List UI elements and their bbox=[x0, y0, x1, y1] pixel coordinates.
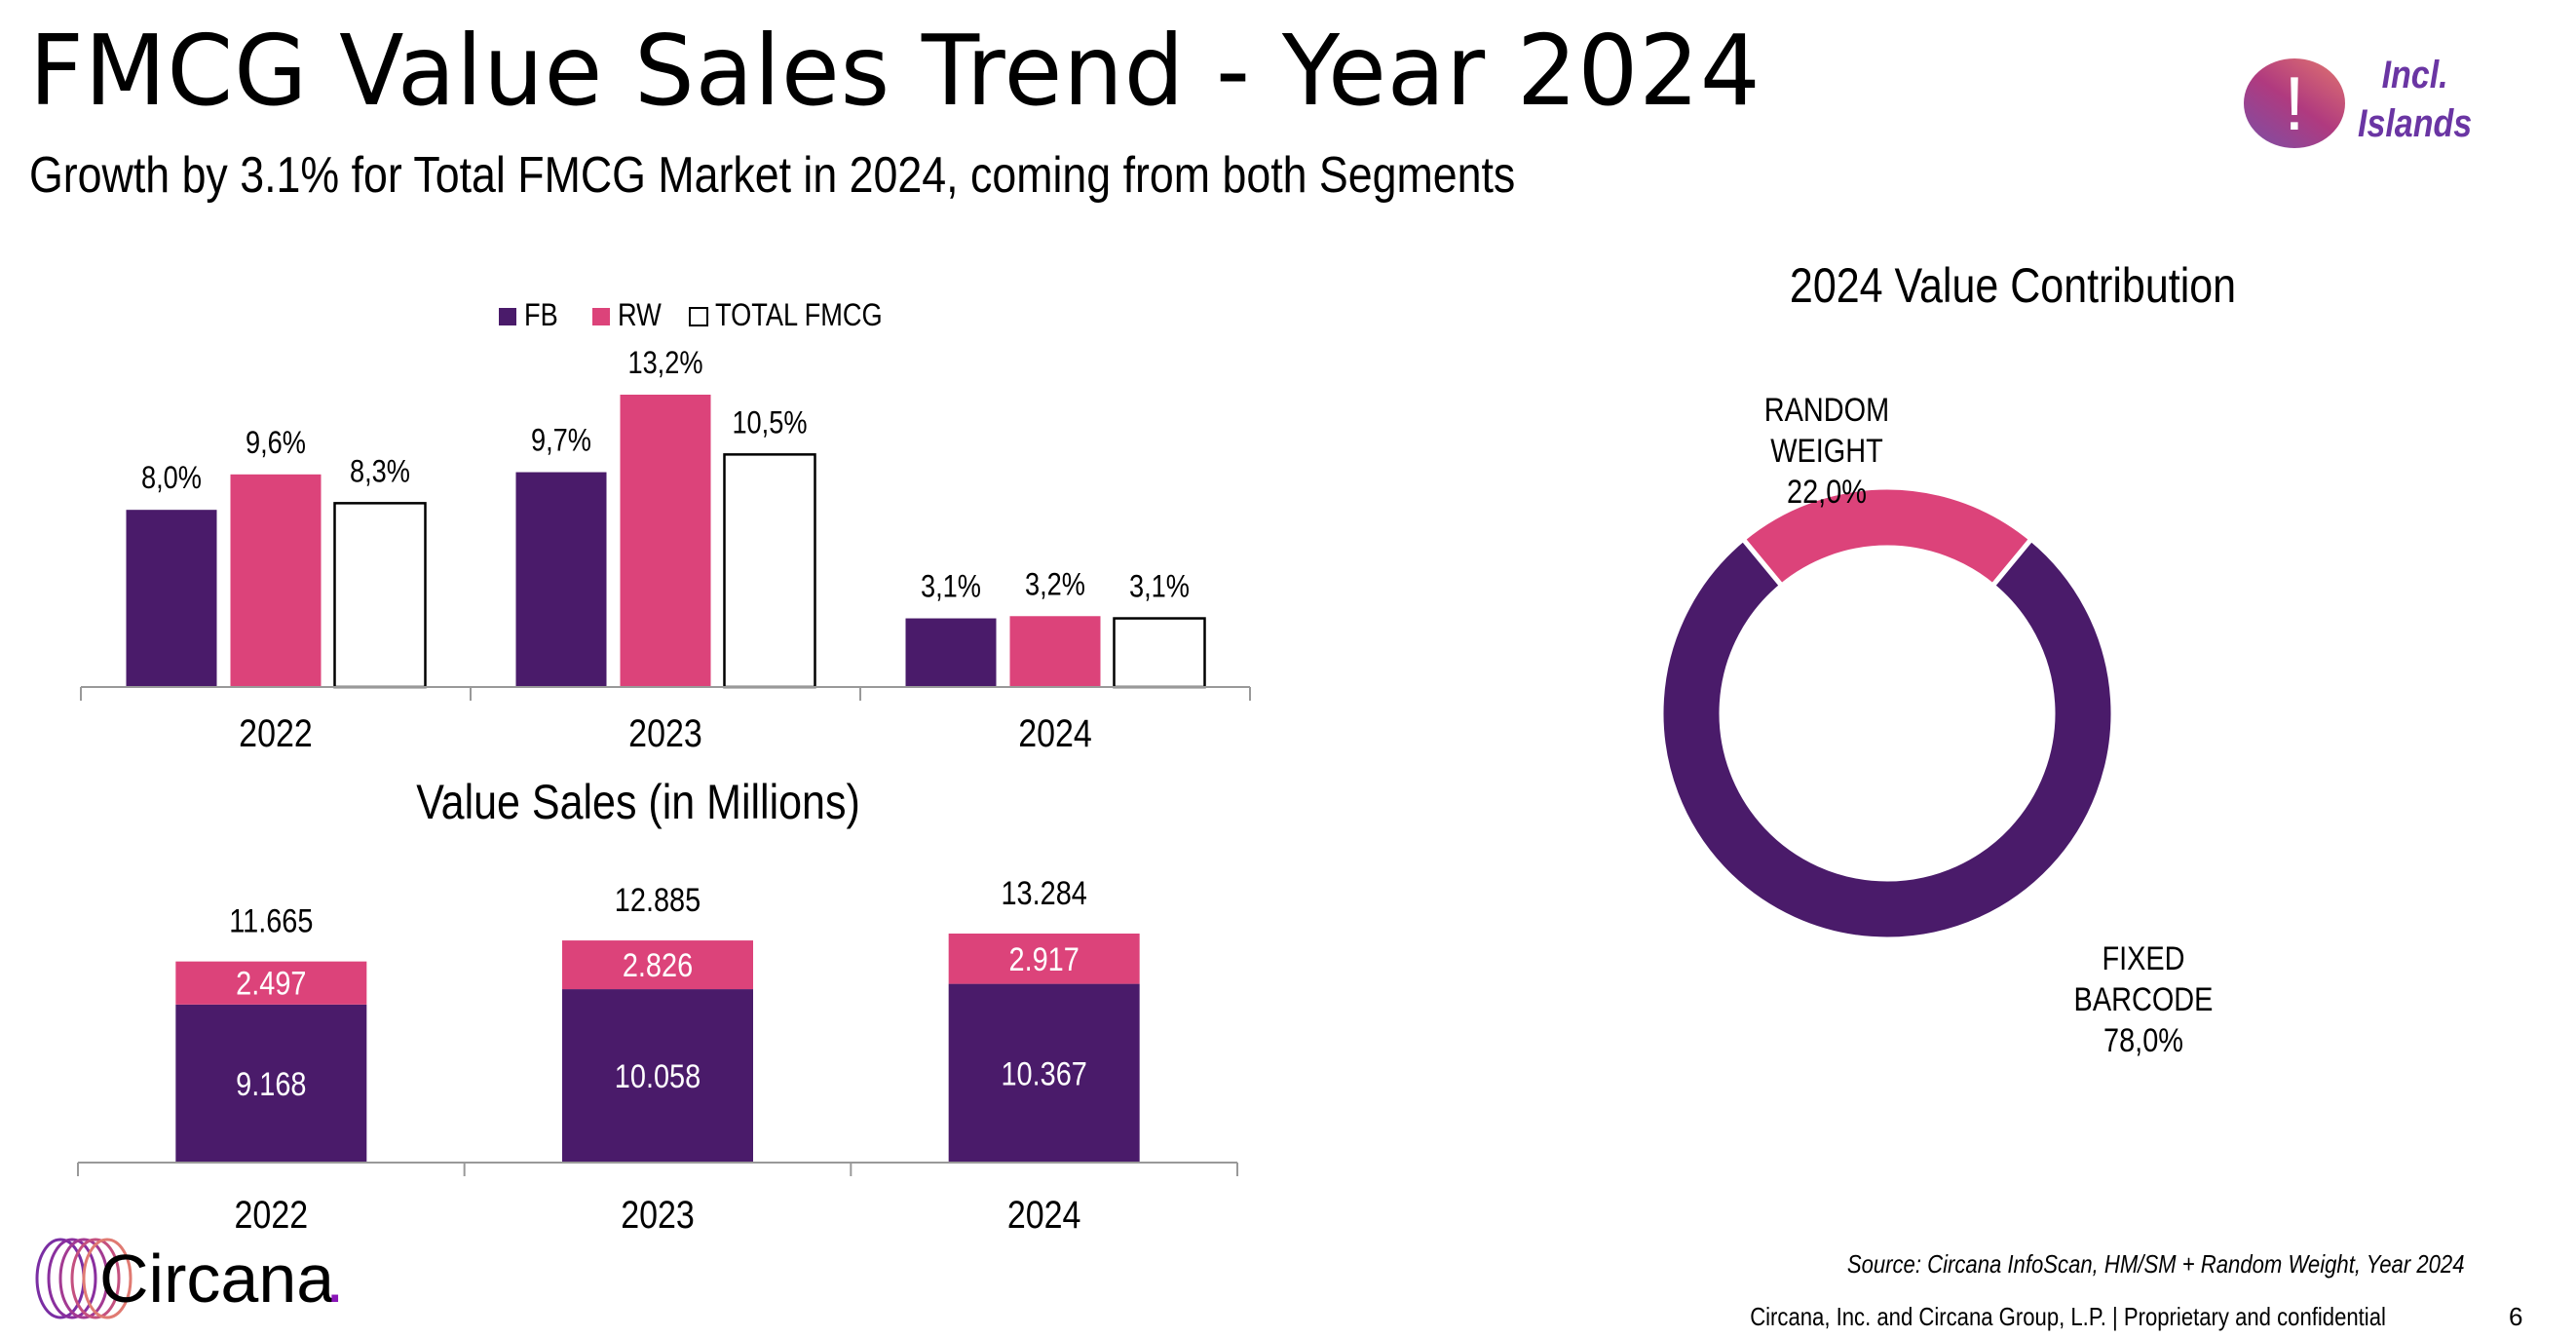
donut-label-random-weight-0: RANDOM bbox=[1764, 391, 1889, 429]
donut-title: 2024 Value Contribution bbox=[1790, 258, 2236, 313]
donut-label-random-weight-2: 22,0% bbox=[1787, 473, 1867, 511]
donut-slice-fixed-barcode bbox=[1658, 535, 2116, 942]
bar-rw-2024 bbox=[1009, 616, 1101, 687]
legend-label-rw: RW bbox=[618, 298, 662, 333]
badge-line2: Islands bbox=[2358, 102, 2473, 145]
donut-label-fixed-barcode-0: FIXED bbox=[2102, 939, 2184, 977]
value-sales-chart: Value Sales (in Millions) 9.168 2.497 11.6… bbox=[77, 775, 1238, 1237]
circana-logo: Circana . bbox=[35, 1238, 343, 1319]
stack-fb-2022 bbox=[175, 1004, 367, 1163]
growth-x-axis bbox=[80, 686, 1251, 701]
bar-fb-2024 bbox=[905, 618, 997, 687]
page-subtitle: Growth by 3.1% for Total FMCG Market in … bbox=[29, 147, 1516, 204]
bar-label-total-fmcg-2023: 10,5% bbox=[732, 405, 807, 440]
bar-label-rw-2023: 13,2% bbox=[627, 346, 702, 381]
stack-label-rw-2023: 2.826 bbox=[623, 946, 693, 984]
value-contribution-donut: 2024 Value Contribution RANDOMWEIGHT22,0… bbox=[1658, 258, 2236, 1059]
bar-label-fb-2022: 8,0% bbox=[141, 461, 202, 496]
source-note: Source: Circana InfoScan, HM/SM + Random… bbox=[1846, 1249, 2464, 1279]
stack-fb-2023 bbox=[562, 989, 753, 1163]
bar-label-rw-2024: 3,2% bbox=[1025, 567, 1085, 602]
x-tick-label-2024: 2024 bbox=[1018, 710, 1092, 754]
badge-line1: Incl. bbox=[2381, 54, 2448, 96]
donut-label-random-weight-1: WEIGHT bbox=[1770, 432, 1883, 470]
bar-fb-2023 bbox=[515, 472, 607, 687]
stack-label-rw-2022: 2.497 bbox=[236, 964, 306, 1002]
stack-fb-2024 bbox=[948, 983, 1140, 1163]
stack-rw-2024 bbox=[948, 934, 1140, 984]
circana-rings-icon bbox=[35, 1238, 133, 1319]
sales-x-axis bbox=[77, 1162, 1238, 1176]
stack-label-fb-2023: 10.058 bbox=[615, 1057, 701, 1095]
exclamation-glyph: ! bbox=[2284, 60, 2305, 146]
legend-label-fb: FB bbox=[524, 298, 558, 333]
logo-text: Circana bbox=[99, 1241, 334, 1317]
exclamation-icon: ! bbox=[2244, 58, 2345, 148]
donut-slices bbox=[1658, 484, 2116, 942]
bar-rw-2022 bbox=[230, 474, 322, 687]
total-label-2023: 12.885 bbox=[615, 881, 701, 919]
bar-total-fmcg-2022 bbox=[333, 502, 427, 689]
growth-bar-chart: FB RW TOTAL FMCG 8,0% 9,6% 8,3% 2022 9,7% 13,2%… bbox=[80, 298, 1251, 755]
donut-label-fixed-barcode-2: 78,0% bbox=[2103, 1021, 2183, 1059]
bar-total-fmcg-2024 bbox=[1113, 617, 1206, 689]
legend: FB RW TOTAL FMCG bbox=[499, 298, 883, 333]
stack-rw-2023 bbox=[562, 940, 753, 990]
page-number: 6 bbox=[2509, 1302, 2523, 1331]
x-tick-label-2023: 2023 bbox=[628, 710, 702, 754]
value-sales-title: Value Sales (in Millions) bbox=[416, 775, 860, 829]
stack-label-fb-2022: 9.168 bbox=[236, 1065, 306, 1103]
sales-bars: 9.168 2.497 11.665 2022 10.058 2.826 12.885 202… bbox=[175, 874, 1140, 1237]
copyright-footer: Circana, Inc. and Circana Group, L.P. | … bbox=[1750, 1302, 2386, 1331]
bar-label-total-fmcg-2024: 3,1% bbox=[1129, 570, 1190, 605]
stack-rw-2022 bbox=[175, 961, 367, 1005]
donut-label-fixed-barcode-1: BARCODE bbox=[2074, 980, 2214, 1018]
bar-total-fmcg-2023 bbox=[723, 453, 816, 689]
x-tick-label-2022: 2022 bbox=[235, 1192, 309, 1236]
incl-islands-note: Incl. Islands bbox=[2358, 51, 2472, 148]
bar-label-total-fmcg-2022: 8,3% bbox=[350, 454, 410, 489]
total-label-2024: 13.284 bbox=[1001, 874, 1086, 912]
legend-swatch-fb bbox=[499, 308, 516, 325]
bar-rw-2023 bbox=[620, 395, 711, 687]
bar-label-fb-2024: 3,1% bbox=[921, 570, 981, 605]
logo-dot: . bbox=[325, 1241, 343, 1317]
growth-bars: 8,0% 9,6% 8,3% 2022 9,7% 13,2% 10,5% 2023 3,1% 3,… bbox=[126, 346, 1206, 755]
total-label-2022: 11.665 bbox=[229, 901, 313, 939]
page-title: FMCG Value Sales Trend - Year 2024 bbox=[29, 14, 1762, 128]
stack-label-rw-2024: 2.917 bbox=[1009, 940, 1080, 978]
stack-label-fb-2024: 10.367 bbox=[1001, 1054, 1086, 1092]
legend-swatch-rw bbox=[592, 308, 610, 325]
bar-label-rw-2022: 9,6% bbox=[246, 426, 306, 461]
legend-swatch-total-fmcg bbox=[689, 307, 708, 326]
x-tick-label-2022: 2022 bbox=[239, 710, 313, 754]
legend-label-total-fmcg: TOTAL FMCG bbox=[715, 298, 883, 333]
bar-fb-2022 bbox=[126, 510, 217, 687]
bar-label-fb-2023: 9,7% bbox=[531, 424, 591, 459]
x-tick-label-2023: 2023 bbox=[621, 1192, 695, 1236]
x-tick-label-2024: 2024 bbox=[1007, 1192, 1081, 1236]
